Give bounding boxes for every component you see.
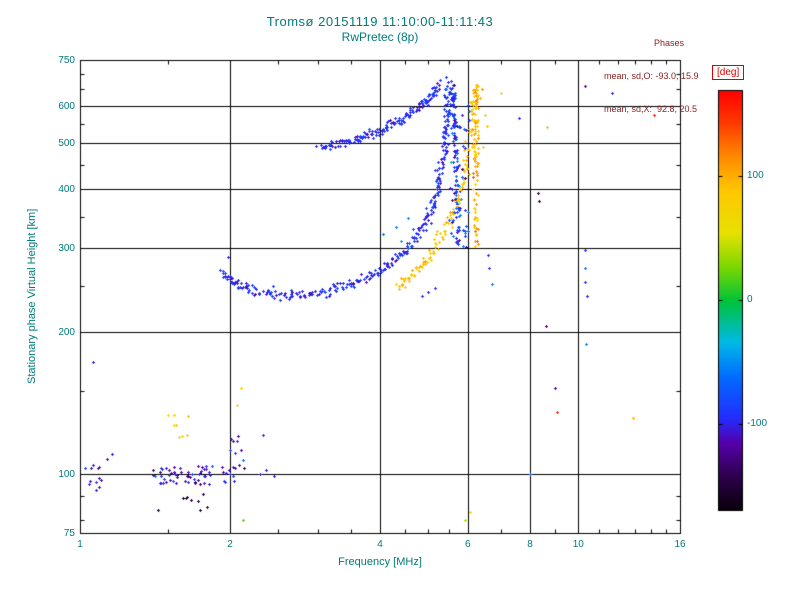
x-tick-label: 4 xyxy=(377,539,383,550)
y-tick-label: 750 xyxy=(58,55,75,66)
x-tick-label: 1 xyxy=(77,539,83,550)
x-tick-label: 2 xyxy=(227,539,233,550)
x-tick-label: 8 xyxy=(527,539,533,550)
y-tick-label: 200 xyxy=(58,326,75,338)
y-tick-label: 75 xyxy=(63,528,75,539)
y-tick-label: 100 xyxy=(58,468,75,480)
y-tick-label: 600 xyxy=(58,100,75,112)
phase-stats-header: Phases xyxy=(653,38,685,48)
x-tick-label: 16 xyxy=(674,539,686,550)
phase-stats-x-mean: mean, sd,X: 92.8, 20.5 xyxy=(604,104,698,114)
chart-subtitle: RwPretec (8p) xyxy=(341,30,419,44)
y-tick-label: 400 xyxy=(58,184,75,196)
x-tick-label: 10 xyxy=(572,539,584,550)
x-tick-label: 6 xyxy=(464,539,471,550)
phase-stats-o-mean: mean, sd,O: -93.0, 15.9 xyxy=(604,71,699,81)
colorbar-tick-label: 100 xyxy=(747,170,764,182)
phase-stats-block: Phases mean, sd,O: -93.0, 15.9 mean, sd,… xyxy=(604,16,734,137)
y-axis-label: Stationary phase Virtual Height [km] xyxy=(26,208,38,385)
colorbar-unit-label: [deg] xyxy=(712,65,745,80)
y-tick-label: 300 xyxy=(58,243,75,255)
x-axis-label: Frequency [MHz] xyxy=(338,556,422,568)
y-tick-label: 500 xyxy=(58,138,75,150)
colorbar-tick-label: 0 xyxy=(747,294,753,305)
chart-title: Tromsø 20151119 11:10:00-11:11:43 xyxy=(266,14,494,29)
colorbar-tick-label: -100 xyxy=(747,417,768,429)
